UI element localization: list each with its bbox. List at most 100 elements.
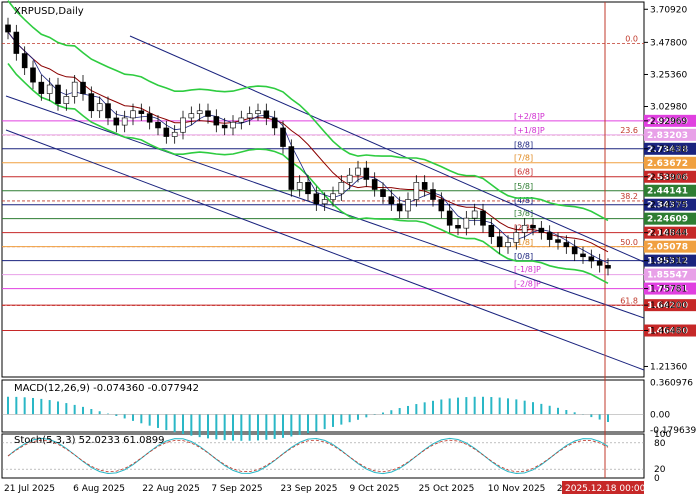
price-tag-label: 2.63672 bbox=[647, 159, 688, 169]
candles bbox=[5, 17, 611, 276]
candle-body bbox=[5, 24, 11, 33]
macd-panel-frame bbox=[1, 379, 645, 433]
stoch-tick-label: 0 bbox=[654, 474, 660, 484]
price-tag-label: 2.44141 bbox=[647, 187, 688, 197]
axes: 3.70920 3.47800 3.25360 3.02980 2.92969 2.734… bbox=[4, 5, 696, 494]
price-tick-label: 3.02980 bbox=[650, 103, 687, 113]
price-tag-box bbox=[644, 226, 696, 239]
candle-body bbox=[496, 236, 503, 248]
candle-body bbox=[280, 127, 286, 147]
candle-body bbox=[121, 117, 128, 126]
murrey-label: [6/8] bbox=[514, 168, 533, 177]
price-tick-label: 3.25360 bbox=[650, 70, 687, 80]
price-tag-box bbox=[644, 324, 696, 337]
candle-body bbox=[488, 224, 495, 238]
price-tag-box bbox=[644, 170, 696, 183]
date-tick-label: 21 Jul 2025 bbox=[4, 484, 55, 494]
candle-body bbox=[563, 242, 570, 248]
price-tag-label: 2.14844 bbox=[647, 229, 688, 239]
price-tag-label: 2.83203 bbox=[647, 131, 688, 141]
candle-body bbox=[271, 117, 278, 129]
price-tag-box bbox=[644, 156, 696, 169]
candle-body bbox=[321, 199, 328, 205]
candle-body bbox=[263, 110, 270, 119]
price-tag-label: 2.24609 bbox=[647, 215, 688, 225]
price-tick-label: 2.73438 bbox=[650, 145, 687, 155]
price-tick-label: 3.47800 bbox=[650, 38, 687, 48]
stoch-d-line bbox=[7, 439, 609, 473]
date-tick-label: 7 Sep 2025 bbox=[211, 484, 262, 494]
date-tick-label: 22 Aug 2025 bbox=[142, 484, 200, 494]
candle-body bbox=[555, 239, 561, 243]
candle-body bbox=[346, 174, 353, 183]
candle-body bbox=[163, 127, 170, 137]
price-tag-box bbox=[644, 212, 696, 225]
price-tick-label: 3.70920 bbox=[650, 5, 687, 15]
candle-body bbox=[130, 110, 136, 119]
macd-tick-label: -0.179639 bbox=[650, 426, 696, 436]
price-tick-label: 1.46480 bbox=[650, 327, 687, 337]
price-tag-label: 1.75781 bbox=[647, 285, 688, 295]
price-tick-label: 1.64200 bbox=[650, 301, 687, 311]
candle-body bbox=[596, 260, 603, 266]
price-tick-label: 1.95312 bbox=[650, 257, 687, 267]
murrey-label: [4/8] bbox=[514, 196, 533, 205]
price-tag-box bbox=[644, 142, 696, 155]
stoch-tick-label: 80 bbox=[654, 439, 666, 449]
candle-body bbox=[430, 189, 436, 200]
candle-body bbox=[171, 131, 178, 137]
candle-body bbox=[196, 110, 203, 114]
price-tag-box bbox=[644, 240, 696, 253]
price-tag-box bbox=[644, 282, 696, 295]
price-tick-label: 2.53906 bbox=[650, 173, 687, 183]
fib-level-label: 23.6 bbox=[620, 126, 638, 135]
candle-body bbox=[46, 84, 53, 94]
candle-body bbox=[396, 203, 403, 212]
price-tag-box bbox=[644, 268, 696, 281]
candle-body bbox=[30, 67, 36, 83]
price-tag-label: 2.05078 bbox=[647, 243, 688, 253]
candle-body bbox=[580, 253, 586, 258]
stoch-tick-label: 20 bbox=[654, 465, 666, 475]
price-tick-label: 2.14844 bbox=[650, 229, 687, 239]
candle-body bbox=[246, 113, 253, 119]
candle-body bbox=[96, 103, 103, 112]
candle-body bbox=[63, 96, 70, 104]
fib-level-label: 0.0 bbox=[625, 35, 638, 44]
candle-body bbox=[505, 242, 511, 248]
candle-body bbox=[188, 113, 195, 119]
candle-body bbox=[296, 182, 303, 190]
murrey-label: [8/8] bbox=[514, 140, 533, 149]
symbol-label: XRPUSD,Daily bbox=[14, 6, 84, 17]
candle-body bbox=[421, 182, 428, 190]
candle-body bbox=[605, 265, 611, 269]
main-panel-frame bbox=[1, 1, 645, 378]
candle-body bbox=[238, 117, 245, 123]
candle-body bbox=[105, 103, 111, 119]
candle-body bbox=[313, 193, 320, 205]
date-tick-label: 23 Sep 2025 bbox=[280, 484, 337, 494]
price-tag-box bbox=[644, 198, 696, 211]
candle-body bbox=[305, 182, 311, 195]
murrey-label: [3/8] bbox=[514, 209, 533, 218]
price-tag-box bbox=[644, 114, 696, 127]
price-tag-label: 2.34375 bbox=[647, 201, 688, 211]
date-tick-label: 9 Oct 2025 bbox=[350, 484, 400, 494]
murrey-label: [+1/8]P bbox=[514, 126, 545, 135]
price-tick-label: 1.21360 bbox=[650, 362, 687, 372]
stoch-tick-label: 100 bbox=[654, 430, 671, 440]
candle-body bbox=[180, 117, 186, 133]
candle-body bbox=[138, 110, 145, 114]
stoch-k-line bbox=[7, 437, 609, 475]
candle-body bbox=[371, 179, 378, 190]
candle-body bbox=[288, 146, 295, 190]
price-tag-label: 1.46480 bbox=[647, 327, 688, 337]
murrey-label: [0/8] bbox=[514, 252, 533, 261]
candle-body bbox=[205, 110, 211, 117]
candle-body bbox=[71, 81, 78, 97]
date-tick-label: 10 Nov 2025 bbox=[488, 484, 546, 494]
channel-lower-line bbox=[5, 129, 645, 371]
candle-body bbox=[471, 210, 478, 219]
bollinger-upper-line bbox=[7, 0, 609, 222]
